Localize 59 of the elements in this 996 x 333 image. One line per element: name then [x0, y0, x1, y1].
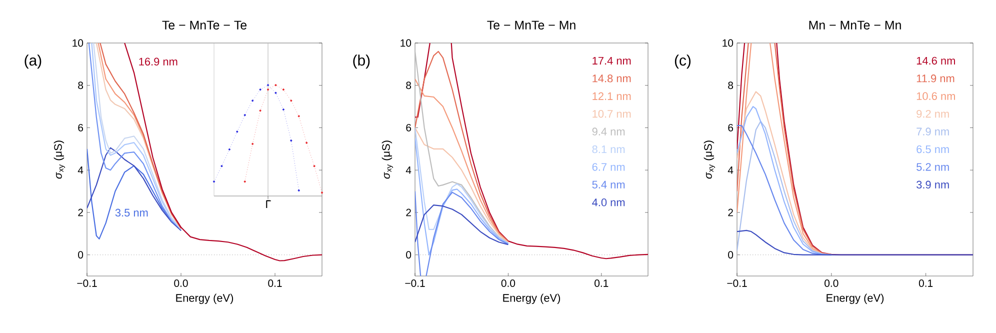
x-tick-label: −0.1	[77, 280, 97, 287]
series-label: 3.5 nm	[115, 208, 148, 217]
text: 7.9 nm	[916, 128, 949, 136]
annotation: Γ̄	[266, 200, 271, 208]
y-tick-label: 0	[406, 251, 412, 259]
x-axis-title: Energy (eV)	[176, 294, 234, 304]
x-tick-label: 0.0	[501, 280, 516, 287]
chart-title: Mn − MnTe − Mn	[809, 20, 901, 30]
y-tick-label: 4	[406, 166, 412, 174]
y-tick-label: 2	[728, 208, 733, 216]
text: 10.7 nm	[592, 110, 631, 118]
y-tick-label: 6	[78, 124, 84, 132]
y-tick-label: 4	[78, 166, 84, 174]
y-tick-label: 2	[78, 208, 83, 216]
text: 9.2 nm	[916, 110, 949, 118]
text: 8.1 nm	[592, 145, 625, 154]
y-tick-label: 0	[78, 251, 84, 259]
chart-title: Te − MnTe − Te	[162, 20, 247, 30]
x-tick-label: 0.1	[268, 280, 282, 287]
text: 6.5 nm	[916, 145, 949, 154]
x-tick-label: 0.1	[594, 280, 608, 287]
text: (c)	[674, 54, 691, 69]
text: 9.4 nm	[592, 128, 625, 136]
y-axis-title: σ$_{xy}$ (μS)	[382, 140, 394, 179]
y-tick-label: 4	[728, 166, 734, 174]
text: (b)	[353, 54, 370, 69]
x-tick-label: 0.0	[824, 280, 838, 287]
y-tick-label: 8	[728, 82, 734, 90]
x-axis-title: Energy (eV)	[826, 294, 884, 304]
text: 14.6 nm	[916, 56, 955, 65]
y-tick-label: 2	[406, 208, 411, 216]
text: 5.2 nm	[916, 163, 949, 171]
text: 12.1 nm	[592, 92, 631, 100]
y-tick-label: 0	[728, 251, 734, 259]
y-tick-label: 10	[72, 39, 84, 47]
y-tick-label: 6	[406, 124, 412, 132]
x-tick-label: −0.1	[405, 280, 425, 287]
y-tick-label: 8	[406, 82, 412, 90]
text: 11.9 nm	[916, 74, 954, 82]
x-tick-label: 0.0	[174, 280, 188, 287]
y-tick-label: 10	[722, 39, 734, 47]
text: 17.4 nm	[592, 56, 631, 64]
x-tick-label: −0.1	[727, 280, 747, 287]
text: (a)	[24, 54, 42, 69]
text: 14.8 nm	[592, 74, 631, 82]
x-axis-title: Energy (eV)	[503, 294, 560, 304]
y-axis-title: σ$_{xy}$ (μS)	[704, 140, 716, 179]
text: 5.4 nm	[592, 180, 625, 188]
series-label: 16.9 nm	[139, 58, 178, 66]
text: 6.7 nm	[592, 163, 625, 171]
y-axis-title: σ$_{xy}$ (μS)	[54, 140, 66, 179]
y-tick-label: 6	[728, 124, 734, 132]
text: 3.9 nm	[916, 180, 949, 189]
text: 10.6 nm	[916, 92, 955, 100]
y-tick-label: 10	[400, 39, 412, 47]
chart-title: Te − MnTe − Mn	[487, 20, 576, 30]
x-tick-label: 0.1	[918, 280, 933, 287]
y-tick-label: 8	[78, 82, 84, 90]
text: 4.0 nm	[592, 198, 625, 206]
